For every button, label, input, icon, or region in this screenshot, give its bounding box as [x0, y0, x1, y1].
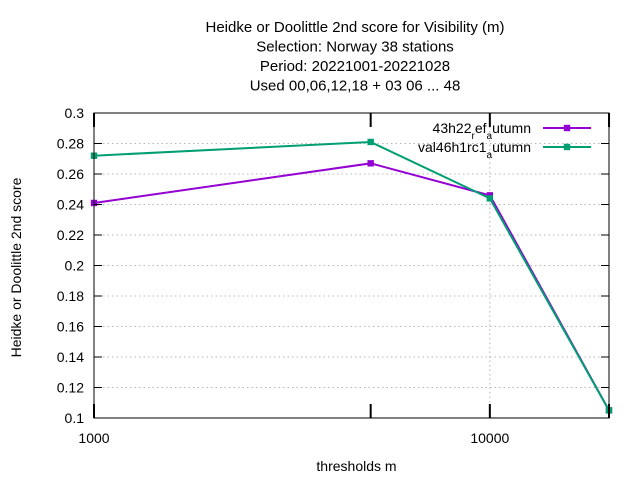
y-tick-label: 0.16 — [57, 319, 84, 335]
y-tick-label: 0.22 — [57, 227, 84, 243]
y-tick-label: 0.3 — [65, 105, 85, 121]
y-tick-label: 0.14 — [57, 349, 84, 365]
title-line-3: Period: 20221001-20221028 — [260, 58, 450, 75]
axis-ticks — [93, 112, 610, 419]
legend-label: val46h1rc1autumn — [418, 139, 531, 161]
series-line — [93, 162, 610, 411]
data-point — [367, 160, 374, 167]
legend-label: 43h22refautumn — [433, 120, 531, 142]
x-tick-label: 1000 — [78, 430, 109, 446]
y-tick-label: 0.12 — [57, 380, 84, 396]
data-point — [486, 195, 494, 202]
y-tick-label: 0.24 — [57, 197, 84, 213]
y-tick-label: 0.1 — [65, 410, 85, 426]
y-tick-label: 0.18 — [57, 288, 84, 304]
chart-title: Heidke or Doolittle 2nd score for Visibi… — [206, 19, 505, 95]
grid-lines — [93, 112, 609, 419]
title-line-1: Heidke or Doolittle 2nd score for Visibi… — [206, 19, 505, 36]
y-axis-label: Heidke or Doolittle 2nd score — [8, 177, 24, 357]
title-line-4: Used 00,06,12,18 + 03 06 ... 48 — [250, 78, 461, 95]
y-tick-label: 0.26 — [57, 166, 84, 182]
series-line — [93, 140, 610, 411]
title-line-2: Selection: Norway 38 stations — [256, 39, 454, 56]
legend-swatch-marker — [563, 124, 571, 132]
x-tick-labels: 1000 10000 — [78, 430, 509, 446]
y-tick-label: 0.2 — [65, 258, 85, 274]
series-1 — [90, 160, 613, 414]
data-point — [367, 138, 374, 146]
x-axis-label: thresholds m — [316, 458, 396, 474]
y-tick-labels: 0.1 0.12 0.14 0.16 0.18 0.2 0.22 0.24 0.26 0.28 0.… — [57, 105, 84, 426]
y-tick-label: 0.28 — [57, 136, 84, 152]
series-2 — [90, 138, 613, 414]
series-layer — [90, 138, 613, 414]
legend-swatch-marker — [563, 143, 571, 151]
x-tick-label: 10000 — [470, 430, 509, 446]
